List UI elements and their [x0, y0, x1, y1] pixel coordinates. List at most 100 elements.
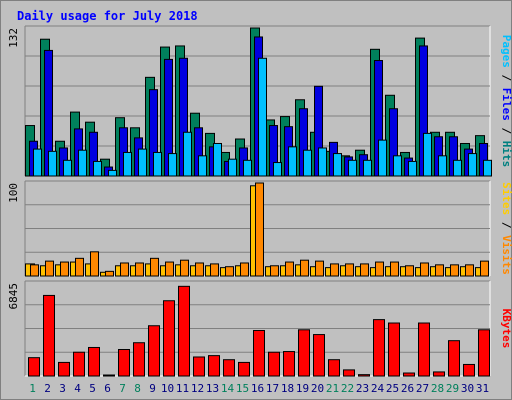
- x-tick-label-day-9: 9: [149, 382, 156, 395]
- visits-bar-visits-day-3: [60, 261, 69, 277]
- visits-bar-visits-day-30: [465, 264, 474, 277]
- visits-bar-visits-day-12: [195, 262, 204, 277]
- hits-bar-pages-day-28: [438, 155, 447, 177]
- kbytes-bar-kbytes-day-14: [223, 359, 235, 377]
- hits-legend: Pages / Files / Hits: [500, 35, 512, 168]
- visits-bar-visits-day-18: [285, 261, 294, 277]
- kbytes-bar-kbytes-day-18: [283, 351, 295, 377]
- x-tick-label-day-10: 10: [161, 382, 174, 395]
- hits-bar-pages-day-18: [288, 146, 297, 177]
- x-tick-label-day-26: 26: [401, 382, 414, 395]
- kbytes-bar-kbytes-day-9: [148, 325, 160, 377]
- x-tick-label-day-19: 19: [296, 382, 309, 395]
- hits-bar-pages-day-21: [333, 153, 342, 177]
- hits-bar-pages-day-25: [393, 155, 402, 177]
- hits-bar-pages-day-9: [153, 151, 162, 177]
- hits-bar-pages-day-5: [93, 160, 102, 177]
- kbytes-bar-kbytes-day-1: [28, 357, 40, 377]
- visits-bar-visits-day-28: [435, 264, 444, 277]
- kbytes-bar-kbytes-day-16: [253, 329, 265, 377]
- visits-bar-visits-day-16: [255, 182, 264, 277]
- kbytes-bar-kbytes-day-17: [268, 351, 280, 377]
- x-tick-label-day-21: 21: [326, 382, 339, 395]
- visits-bar-visits-day-22: [345, 263, 354, 277]
- hits-bar-pages-day-20: [318, 147, 327, 177]
- visits-bar-visits-day-31: [480, 260, 489, 277]
- visits-bar-visits-day-9: [150, 257, 159, 277]
- kbytes-bar-kbytes-day-15: [238, 361, 250, 377]
- visits-ymax-label: 100: [7, 183, 20, 203]
- kbytes-bar-kbytes-day-12: [193, 356, 205, 377]
- hits-bar-pages-day-19: [303, 149, 312, 177]
- hits-bar-pages-day-29: [453, 159, 462, 177]
- hits-bar-pages-day-24: [378, 139, 387, 177]
- chart-panels: 132 Pages / Files / Hits 100 Sites / Visits…: [7, 25, 512, 377]
- kbytes-bar-kbytes-day-8: [133, 342, 145, 377]
- visits-bar-visits-day-6: [105, 270, 114, 277]
- x-tick-label-day-13: 13: [206, 382, 219, 395]
- kbytes-legend-part-0: KBytes: [500, 309, 512, 349]
- kbytes-bar-kbytes-day-13: [208, 355, 220, 377]
- hits-legend-part-1: /: [500, 68, 512, 88]
- hits-bar-pages-day-2: [48, 150, 57, 177]
- x-tick-label-day-14: 14: [221, 382, 235, 395]
- hits-bar-pages-day-27: [423, 132, 432, 177]
- x-tick-label-day-2: 2: [44, 382, 51, 395]
- x-tick-label-day-29: 29: [446, 382, 459, 395]
- visits-bar-visits-day-25: [390, 261, 399, 277]
- kbytes-bar-kbytes-day-19: [298, 329, 310, 377]
- kbytes-panel: 6845 KBytes: [7, 280, 512, 377]
- x-axis-day-labels: 1 2 3 4 5 6 7 8 9 10 11 12 13 14 15 16 17 18 19 20 21 22 23 24 2…: [29, 382, 489, 395]
- kbytes-bar-kbytes-day-31: [478, 329, 490, 377]
- hits-bar-pages-day-26: [408, 160, 417, 177]
- visits-bar-visits-day-17: [270, 265, 279, 277]
- kbytes-ymax-label: 6845: [7, 283, 20, 310]
- hits-legend-part-2: Files: [500, 88, 512, 121]
- visits-bar-visits-day-13: [210, 263, 219, 277]
- x-tick-label-day-4: 4: [74, 382, 81, 395]
- hits-panel: 132 Pages / Files / Hits: [7, 25, 512, 177]
- x-tick-label-day-3: 3: [59, 382, 66, 395]
- x-tick-label-day-28: 28: [431, 382, 444, 395]
- visits-bar-visits-day-27: [420, 262, 429, 277]
- x-tick-label-day-15: 15: [236, 382, 249, 395]
- kbytes-bar-kbytes-day-7: [118, 349, 130, 377]
- chart-title: Daily usage for July 2018: [17, 9, 198, 23]
- hits-bar-pages-day-6: [108, 169, 117, 177]
- visits-legend-part-0: Sites: [500, 182, 512, 215]
- x-tick-label-day-8: 8: [134, 382, 141, 395]
- x-tick-label-day-6: 6: [104, 382, 111, 395]
- kbytes-bar-kbytes-day-22: [343, 369, 355, 377]
- x-tick-label-day-7: 7: [119, 382, 126, 395]
- visits-bar-visits-day-26: [405, 265, 414, 277]
- visits-bar-visits-day-10: [165, 261, 174, 277]
- visits-bar-visits-day-23: [360, 263, 369, 277]
- kbytes-bar-kbytes-day-6: [103, 374, 115, 377]
- visits-bar-visits-day-2: [45, 260, 54, 277]
- visits-bar-visits-day-7: [120, 262, 129, 277]
- visits-bar-visits-day-15: [240, 262, 249, 277]
- visits-bar-visits-day-5: [90, 251, 99, 277]
- x-tick-label-day-30: 30: [461, 382, 474, 395]
- hits-legend-part-4: Hits: [500, 141, 512, 168]
- kbytes-bar-kbytes-day-23: [358, 374, 370, 377]
- kbytes-bar-kbytes-day-2: [43, 294, 55, 377]
- x-tick-label-day-25: 25: [386, 382, 399, 395]
- hits-bar-pages-day-12: [198, 155, 207, 177]
- x-tick-label-day-24: 24: [371, 382, 385, 395]
- x-tick-label-day-12: 12: [191, 382, 204, 395]
- hits-bar-pages-day-16: [258, 57, 267, 177]
- kbytes-bar-kbytes-day-10: [163, 300, 175, 377]
- x-tick-label-day-5: 5: [89, 382, 96, 395]
- kbytes-bar-kbytes-day-25: [388, 322, 400, 377]
- x-tick-label-day-27: 27: [416, 382, 429, 395]
- x-tick-label-day-20: 20: [311, 382, 324, 395]
- kbytes-series-kbytes: [28, 285, 490, 377]
- hits-bar-pages-day-1: [33, 148, 42, 177]
- hits-bar-pages-day-22: [348, 159, 357, 177]
- hits-bar-pages-day-8: [138, 148, 147, 177]
- visits-legend-part-1: /: [500, 215, 512, 235]
- hits-bar-pages-day-30: [468, 153, 477, 177]
- kbytes-bar-kbytes-day-5: [88, 346, 100, 377]
